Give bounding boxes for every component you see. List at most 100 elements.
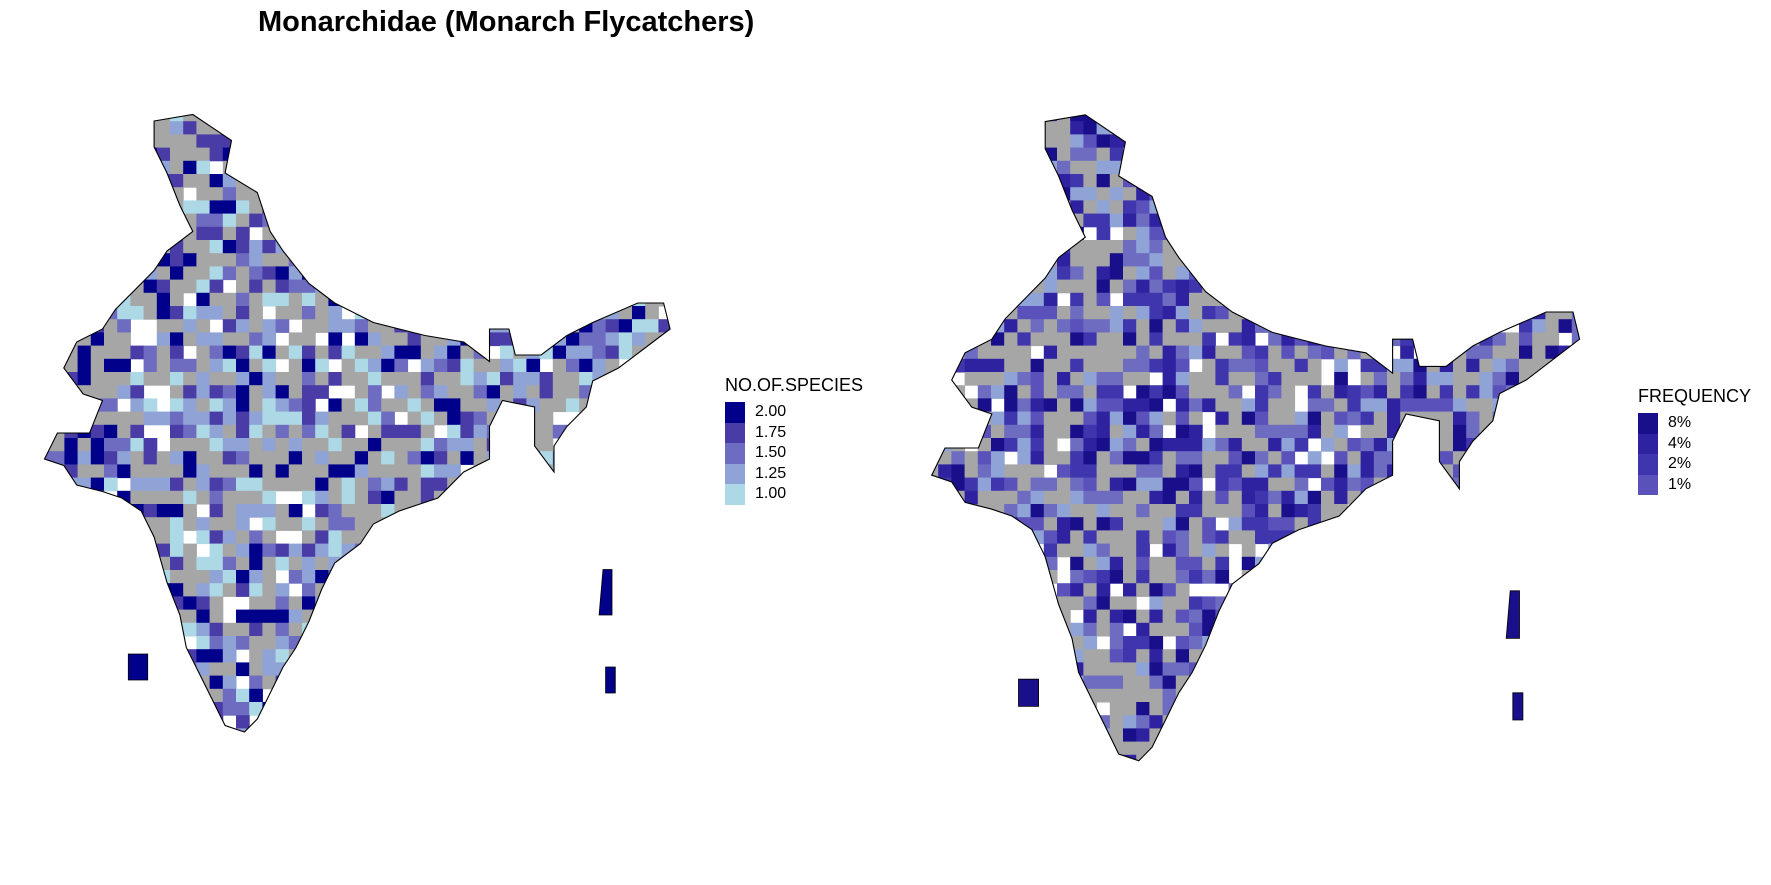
frequency-grid-cell: [931, 754, 939, 761]
species-grid-cell: [209, 464, 224, 479]
species-grid-cell: [592, 147, 607, 162]
frequency-grid-cell: [1149, 609, 1164, 624]
frequency-grid-cell: [1373, 266, 1388, 281]
frequency-grid-cell: [1109, 306, 1124, 320]
species-grid-cell: [130, 504, 145, 518]
frequency-grid-cell: [938, 372, 952, 386]
frequency-grid-cell: [931, 622, 939, 637]
species-grid-cell: [143, 636, 158, 650]
species-grid-cell: [236, 490, 250, 505]
species-grid-cell: [645, 451, 659, 465]
frequency-grid-cell: [1175, 411, 1190, 426]
species-grid-cell: [368, 266, 382, 281]
frequency-grid-cell: [1505, 543, 1520, 558]
species-grid-cell: [288, 174, 303, 188]
frequency-grid-cell: [1505, 490, 1520, 505]
species-grid-cell: [222, 728, 237, 732]
species-grid-cell: [486, 398, 501, 413]
frequency-grid-cell: [1571, 451, 1580, 465]
frequency-grid-cell: [1492, 464, 1507, 479]
frequency-grid-cell: [1479, 649, 1494, 663]
species-grid-cell: [552, 253, 567, 267]
frequency-grid-cell: [1373, 398, 1388, 413]
frequency-grid-cell: [1215, 741, 1230, 756]
frequency-grid-cell: [1228, 596, 1243, 611]
frequency-grid-cell: [1149, 596, 1164, 611]
frequency-grid-cell: [1585, 596, 1599, 610]
frequency-grid-cell: [1189, 200, 1203, 215]
frequency-grid-cell: [1096, 490, 1111, 505]
frequency-grid-cell: [1505, 372, 1520, 386]
species-grid-cell: [315, 490, 329, 505]
frequency-grid-cell: [1281, 345, 1296, 360]
species-grid-cell: [473, 675, 488, 690]
frequency-grid-cell: [1149, 411, 1164, 426]
species-grid-cell: [632, 609, 646, 624]
species-grid-cell: [249, 662, 263, 677]
frequency-grid-cell: [1439, 490, 1454, 505]
frequency-grid-cell: [1030, 715, 1045, 729]
frequency-grid-cell: [938, 649, 952, 663]
species-grid-cell: [486, 200, 501, 215]
frequency-grid-cell: [1466, 622, 1480, 637]
frequency-grid-cell: [938, 345, 952, 360]
frequency-grid-cell: [1571, 504, 1580, 518]
frequency-grid-cell: [951, 438, 966, 452]
frequency-grid-cell: [991, 754, 1005, 761]
frequency-grid-cell: [1413, 266, 1428, 281]
species-grid-cell: [566, 332, 580, 347]
frequency-grid-cell: [1532, 226, 1546, 241]
species-grid-cell: [420, 160, 435, 175]
frequency-grid-cell: [1347, 385, 1362, 399]
species-grid-cell: [315, 636, 329, 650]
species-grid-cell: [658, 702, 671, 716]
species-grid-cell: [473, 332, 488, 347]
species-grid-cell: [539, 702, 554, 716]
frequency-grid-cell: [1492, 675, 1507, 690]
frequency-grid-cell: [1426, 451, 1441, 465]
species-grid-cell: [486, 174, 501, 188]
frequency-grid-cell: [1070, 385, 1084, 399]
frequency-grid-cell: [1585, 702, 1599, 716]
frequency-grid-cell: [1479, 596, 1494, 611]
species-grid-cell: [368, 134, 382, 149]
frequency-grid-cell: [1083, 240, 1098, 254]
species-grid-cell: [51, 200, 65, 215]
frequency-grid-cell: [1321, 424, 1335, 439]
frequency-grid-cell: [1030, 240, 1045, 254]
species-grid-cell: [302, 332, 316, 347]
species-grid-cell: [275, 583, 290, 597]
frequency-grid-cell: [1109, 556, 1124, 571]
species-grid-cell: [209, 411, 224, 426]
species-grid-cell: [645, 504, 659, 518]
frequency-grid-cell: [1585, 332, 1599, 346]
frequency-grid-cell: [1321, 134, 1335, 149]
species-grid-cell: [447, 636, 461, 650]
frequency-grid-cell: [1532, 114, 1546, 122]
species-grid-cell: [566, 174, 580, 188]
frequency-grid-cell: [1426, 292, 1441, 307]
frequency-grid-cell: [1175, 213, 1190, 228]
species-grid-cell: [552, 114, 567, 122]
species-grid-cell: [104, 200, 118, 215]
species-grid-cell: [51, 464, 65, 479]
species-grid-cell: [486, 715, 501, 729]
species-grid-cell: [672, 359, 686, 373]
frequency-grid-cell: [1268, 332, 1282, 347]
frequency-grid-cell: [1479, 741, 1494, 756]
frequency-grid-cell: [1532, 636, 1546, 650]
species-grid-cell: [605, 622, 620, 637]
species-grid-cell: [579, 372, 593, 386]
frequency-grid-cell: [1321, 636, 1335, 650]
species-grid-cell: [645, 266, 659, 281]
species-grid-cell: [420, 424, 435, 439]
frequency-grid-cell: [1347, 160, 1362, 175]
frequency-grid-cell: [1571, 688, 1580, 703]
species-grid-cell: [552, 424, 567, 439]
frequency-grid-cell: [1519, 134, 1533, 149]
frequency-grid-cell: [1585, 728, 1599, 742]
species-grid-cell: [315, 688, 329, 703]
species-grid-cell: [473, 596, 488, 611]
species-grid-cell: [44, 517, 52, 531]
frequency-grid-cell: [1083, 253, 1098, 267]
